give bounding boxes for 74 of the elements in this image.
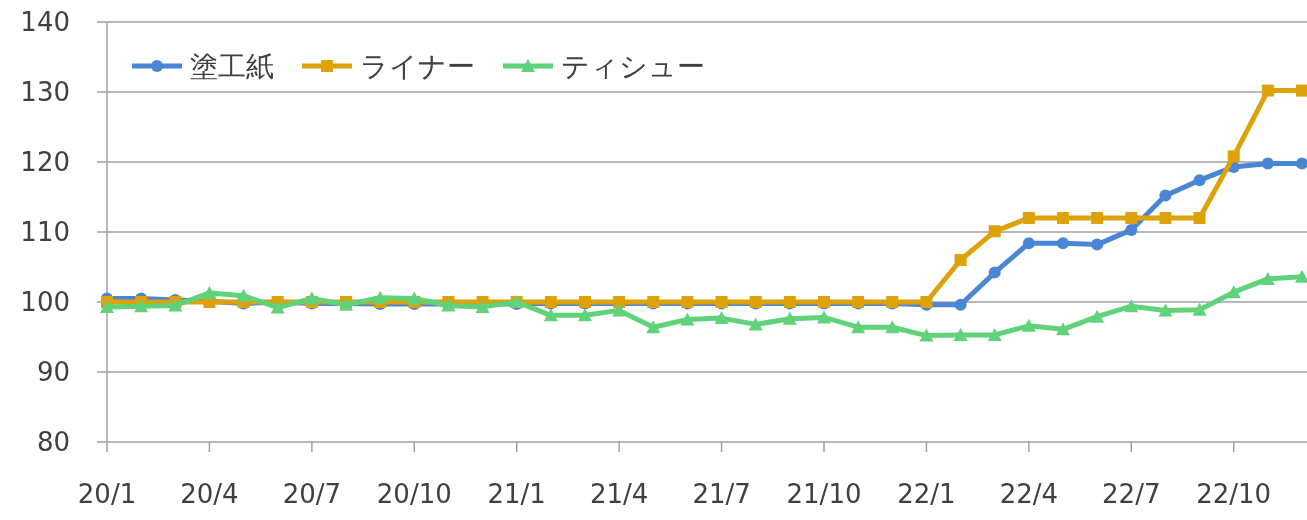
x-tick-label: 20/4: [180, 479, 239, 509]
y-tick-label: 100: [20, 287, 70, 317]
point: [1260, 271, 1275, 285]
point: [1125, 223, 1138, 236]
point: [1091, 212, 1104, 224]
x-tick-label: 21/4: [589, 479, 649, 509]
point: [304, 291, 319, 305]
y-tick-label: 90: [36, 357, 70, 387]
x-tick-label: 21/10: [786, 479, 862, 509]
point: [1226, 285, 1241, 299]
point: [1022, 237, 1035, 250]
point: [202, 285, 217, 299]
point: [817, 310, 831, 324]
point: [1296, 84, 1307, 97]
point: [1158, 303, 1173, 317]
point: [1159, 212, 1172, 224]
x-tick-label: 20/1: [77, 479, 137, 509]
point: [646, 320, 661, 334]
y-tick-label: 80: [36, 427, 70, 457]
y-tick-label: 120: [20, 147, 70, 177]
point: [1056, 322, 1070, 336]
y-tick-label: 110: [20, 217, 70, 247]
x-tick-label: 20/7: [282, 479, 342, 509]
point: [1193, 174, 1206, 187]
point: [134, 299, 149, 313]
point: [1021, 318, 1036, 332]
point: [1124, 299, 1139, 313]
point: [1091, 238, 1104, 251]
x-tick-label: 22/10: [1196, 479, 1272, 509]
x-tick-label: 22/4: [999, 479, 1059, 509]
legend-label: ライナー: [360, 50, 475, 83]
point: [1296, 157, 1307, 170]
point: [1057, 237, 1069, 250]
point: [851, 320, 866, 334]
point: [612, 303, 627, 317]
legend-label: ティシュー: [561, 50, 705, 83]
point: [1159, 189, 1172, 202]
point: [714, 311, 729, 325]
point: [954, 298, 967, 311]
point: [1227, 150, 1240, 163]
point: [578, 308, 592, 322]
point: [919, 328, 934, 342]
point: [1192, 302, 1207, 316]
point: [988, 266, 1001, 279]
y-tick-label: 140: [20, 7, 70, 37]
point: [407, 291, 422, 305]
point: [987, 327, 1002, 341]
y-tick-label: 130: [20, 77, 70, 107]
x-tick-label: 20/10: [376, 479, 452, 509]
point: [680, 312, 695, 326]
legend-label: 塗工紙: [190, 50, 274, 83]
point: [1057, 212, 1069, 224]
x-tick-label: 22/1: [897, 479, 956, 509]
point: [1261, 84, 1274, 97]
x-tick-label: 22/7: [1102, 479, 1161, 509]
point: [748, 317, 763, 331]
point: [1193, 212, 1206, 224]
point: [543, 308, 558, 322]
point: [373, 290, 388, 304]
point: [168, 298, 183, 312]
x-tick-label: 21/7: [692, 479, 751, 509]
point: [270, 300, 285, 314]
point: [1125, 212, 1138, 224]
point: [953, 327, 968, 341]
point: [236, 288, 251, 302]
point: [1090, 309, 1105, 323]
point: [782, 311, 797, 325]
point: [100, 299, 114, 313]
point: [954, 254, 967, 266]
point: [988, 225, 1001, 238]
point: [1022, 212, 1035, 224]
point: [1261, 157, 1274, 170]
x-tick-label: 21/1: [487, 479, 546, 509]
point: [885, 320, 900, 334]
